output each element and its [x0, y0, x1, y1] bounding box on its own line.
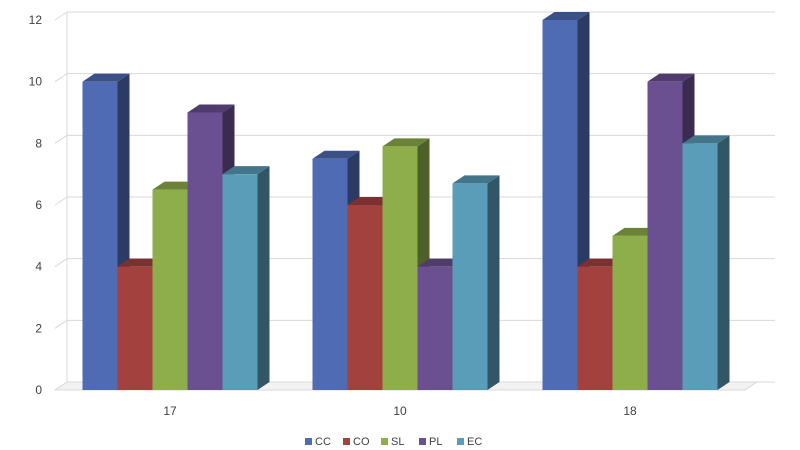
bar-top [222, 166, 270, 175]
y-tick-label: 8 [35, 136, 42, 150]
gridline-depth [54, 258, 68, 268]
gridline-depth [54, 319, 68, 329]
bar-top [682, 135, 730, 144]
bar-top [382, 138, 430, 147]
gridline-depth [54, 381, 68, 391]
legend-label: CO [353, 436, 370, 448]
bar-front [117, 266, 153, 390]
bar-front [542, 20, 578, 390]
bar-ec-17 [222, 166, 270, 390]
bar-side [487, 175, 500, 390]
x-tick-label: 18 [623, 404, 637, 418]
gridline-depth [54, 11, 68, 21]
x-tick-label: 10 [393, 404, 407, 418]
bar-ec-18 [682, 135, 730, 390]
bar-front [382, 146, 418, 390]
y-tick-label: 10 [29, 75, 43, 89]
legend-label: SL [391, 436, 404, 448]
legend-swatch [419, 438, 426, 445]
legend: CC CO SL PL EC [305, 436, 482, 448]
legend-item-co: CO [343, 436, 370, 448]
bar-front [187, 112, 223, 390]
gridline-depth [54, 73, 68, 83]
bar-front [682, 143, 718, 390]
legend-item-pl: PL [419, 436, 442, 448]
legend-label: PL [429, 436, 442, 448]
bar-front [347, 205, 383, 390]
bar-top [647, 73, 695, 82]
y-axis: 0 2 4 6 8 10 12 [29, 13, 43, 397]
legend-label: EC [467, 436, 482, 448]
bar-top [542, 12, 590, 20]
bars [82, 12, 730, 391]
bar-top [452, 175, 500, 184]
bar-ec-10 [452, 175, 500, 390]
bar-front [82, 81, 118, 391]
legend-swatch [381, 438, 388, 445]
x-axis: 17 10 18 [163, 404, 637, 418]
bar-front [577, 266, 613, 390]
bar-front [417, 266, 453, 390]
bar-top [187, 104, 235, 113]
bar-front [612, 235, 648, 390]
legend-label: CC [315, 436, 331, 448]
bar-side [257, 166, 270, 390]
bar-top [312, 150, 360, 159]
y-tick-label: 2 [35, 321, 42, 335]
bar-front [222, 174, 258, 390]
y-tick-label: 0 [35, 383, 42, 397]
x-tick-label: 17 [163, 404, 177, 418]
bar-front [152, 189, 188, 390]
y-tick-label: 12 [29, 13, 43, 27]
legend-item-cc: CC [305, 436, 331, 448]
legend-swatch [305, 438, 312, 445]
y-tick-label: 4 [35, 260, 42, 274]
gridline-depth [54, 134, 68, 144]
legend-item-ec: EC [457, 436, 482, 448]
bar-side [717, 135, 730, 390]
bar-top [82, 73, 130, 82]
gridline-depth [54, 196, 68, 206]
bar-front [647, 81, 683, 391]
legend-swatch [343, 438, 350, 445]
y-tick-label: 6 [35, 198, 42, 212]
bar-front [452, 183, 488, 390]
bar-front [312, 158, 348, 390]
legend-item-sl: SL [381, 436, 404, 448]
legend-swatch [457, 438, 464, 445]
